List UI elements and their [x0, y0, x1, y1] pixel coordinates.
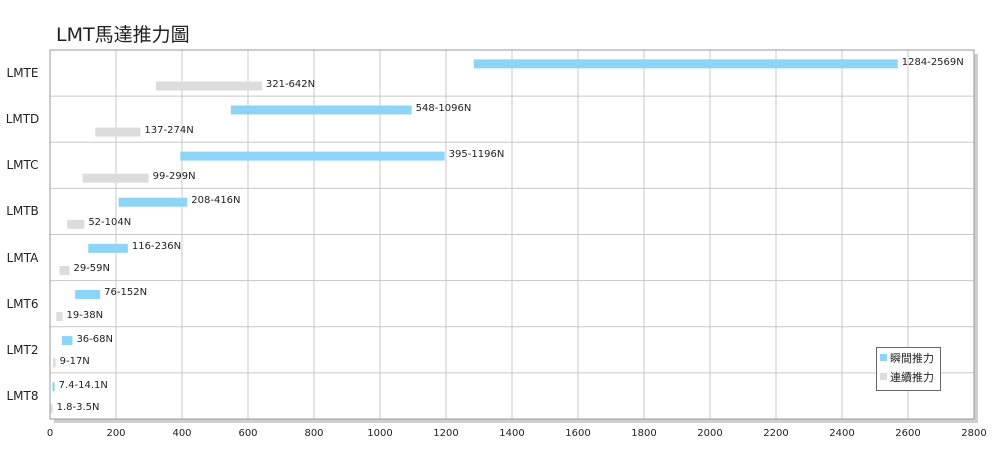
- bar-instant: [473, 59, 898, 69]
- legend-item-continuous: 連續推力: [877, 367, 940, 386]
- category-label: LMT6: [6, 296, 39, 311]
- x-tick-label: 1000: [367, 428, 393, 439]
- bar-label-instant: 548-1096N: [415, 102, 472, 114]
- bar-label-continuous: 19-38N: [66, 309, 104, 321]
- bar-label-instant: 76-152N: [104, 287, 148, 299]
- bar-continuous: [50, 404, 53, 414]
- legend-label-continuous: 連續推力: [890, 370, 934, 384]
- bar-label-continuous: 321-642N: [265, 78, 316, 90]
- legend-swatch-continuous: [880, 373, 887, 380]
- category-label: LMTC: [6, 158, 39, 173]
- bar-continuous: [155, 81, 262, 91]
- x-tick-label: 2000: [697, 428, 723, 439]
- category-label: LMT8: [6, 388, 39, 403]
- x-tick-label: 1400: [499, 428, 525, 439]
- x-tick-label: 600: [238, 428, 258, 439]
- bar-label-continuous: 1.8-3.5N: [56, 401, 100, 413]
- x-tick-label: 400: [172, 428, 192, 439]
- bar-label-continuous: 9-17N: [59, 355, 90, 367]
- bar-label-instant: 36-68N: [76, 333, 113, 345]
- bar-instant: [230, 105, 412, 115]
- category-label: LMTA: [6, 250, 39, 265]
- bar-instant: [180, 151, 445, 161]
- x-tick-label: 0: [46, 428, 54, 439]
- bar-continuous: [82, 173, 149, 183]
- bar-instant: [88, 243, 128, 253]
- category-label: LMTB: [6, 204, 39, 219]
- bar-instant: [52, 382, 55, 392]
- category-label: LMT2: [6, 342, 39, 357]
- category-label: LMTD: [5, 112, 40, 127]
- x-tick-label: 800: [304, 428, 324, 439]
- bar-label-instant: 208-416N: [191, 195, 241, 207]
- x-tick-label: 200: [106, 428, 126, 439]
- legend-item-instant: 瞬間推力: [877, 348, 940, 367]
- bar-continuous: [56, 312, 63, 322]
- x-tick-label: 2600: [895, 428, 921, 439]
- x-tick-label: 2800: [961, 428, 987, 439]
- x-tick-label: 2400: [829, 428, 855, 439]
- bar-label-continuous: 137-274N: [144, 125, 194, 137]
- x-tick-label: 1800: [631, 428, 657, 439]
- bar-continuous: [52, 358, 56, 368]
- bar-label-instant: 1284-2569N: [901, 56, 964, 68]
- chart-title: LMT馬達推力圖: [56, 24, 190, 46]
- legend-label-instant: 瞬間推力: [890, 351, 934, 365]
- bar-label-continuous: 52-104N: [88, 217, 132, 229]
- category-label: LMTE: [6, 66, 39, 81]
- bar-continuous: [59, 265, 70, 275]
- bar-instant: [118, 197, 188, 207]
- plot-border: [49, 49, 975, 420]
- bar-continuous: [67, 219, 85, 229]
- bar-instant: [75, 289, 101, 299]
- x-tick-label: 1200: [433, 428, 459, 439]
- bar-label-instant: 7.4-14.1N: [58, 379, 108, 391]
- bar-label-instant: 116-236N: [131, 241, 182, 253]
- bar-label-continuous: 99-299N: [152, 171, 196, 183]
- bar-continuous: [95, 127, 141, 137]
- x-tick-label: 2200: [763, 428, 789, 439]
- legend: 瞬間推力 連續推力: [876, 347, 941, 391]
- bar-instant: [61, 336, 73, 346]
- bar-label-instant: 395-1196N: [448, 149, 505, 161]
- legend-swatch-instant: [880, 354, 887, 361]
- x-tick-label: 1600: [565, 428, 591, 439]
- bar-label-continuous: 29-59N: [73, 263, 111, 275]
